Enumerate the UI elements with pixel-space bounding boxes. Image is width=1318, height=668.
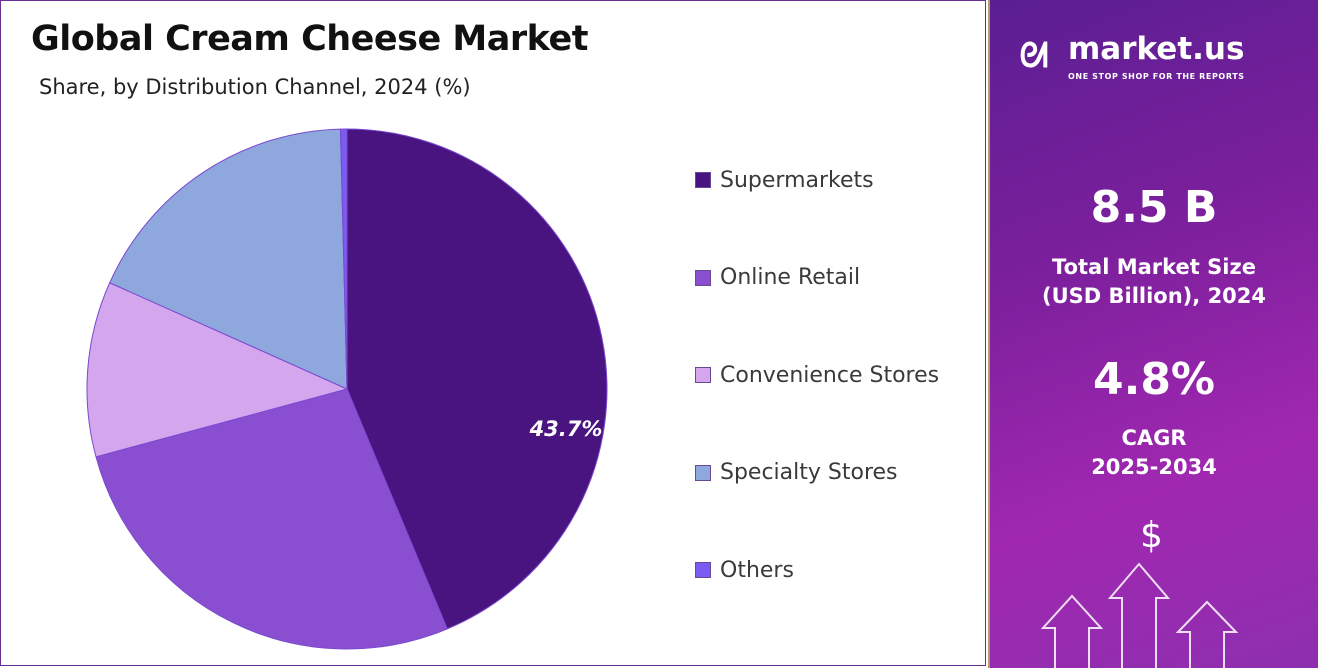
legend-item: Online Retail [695,263,939,293]
cagr-period: 2025-2034 [1091,455,1217,479]
logo-icon: ᘛ [1019,36,1049,76]
pie-slice-convenience-stores [86,282,349,458]
legend: Supermarkets Online Retail Convenience Sto… [695,165,939,653]
legend-swatch [695,367,711,383]
legend-item: Supermarkets [695,165,939,195]
cagr-label: CAGR [1121,426,1187,450]
legend-swatch [695,172,711,188]
pie-slice-specialty-stores [109,128,348,390]
legend-label: Specialty Stores [720,460,898,485]
chart-title: Global Cream Cheese Market [31,19,588,59]
summary-panel: ᘛ market.us ONE STOP SHOP FOR THE REPORT… [988,0,1318,668]
legend-label: Others [720,557,794,583]
legend-swatch [695,562,711,578]
legend-label: Supermarkets [720,167,874,193]
dollar-icon: $ [1140,515,1163,556]
market-size-value: 8.5 B [1090,182,1218,233]
pie-slice-others [339,128,348,390]
pie-chart: 43.7% [86,128,608,650]
legend-swatch [695,269,711,286]
legend-label: Online Retail [720,265,861,290]
legend-item: Convenience Stores [695,360,939,390]
cagr-value: 4.8% [1092,354,1216,405]
brand-tagline: ONE STOP SHOP FOR THE REPORTS [1068,72,1245,81]
growth-arrows-icon [1040,562,1239,668]
brand-name: market.us [1068,31,1245,67]
pie-slice-supermarkets [346,128,608,630]
legend-label: Convenience Stores [720,362,940,388]
chart-panel: Global Cream Cheese Market Share, by Dis… [0,0,986,666]
legend-item: Others [695,555,939,585]
data-label-0: 43.7% [529,417,603,441]
brand-logo: ᘛ market.us ONE STOP SHOP FOR THE REPORT… [1010,30,1245,82]
pie-slice-online-retail [95,388,448,650]
chart-subtitle: Share, by Distribution Channel, 2024 (%) [39,75,471,99]
legend-item: Specialty Stores [695,458,939,488]
market-size-label: Total Market Size [1052,255,1256,279]
market-size-label-2: (USD Billion), 2024 [1041,284,1267,308]
legend-swatch [695,464,711,481]
